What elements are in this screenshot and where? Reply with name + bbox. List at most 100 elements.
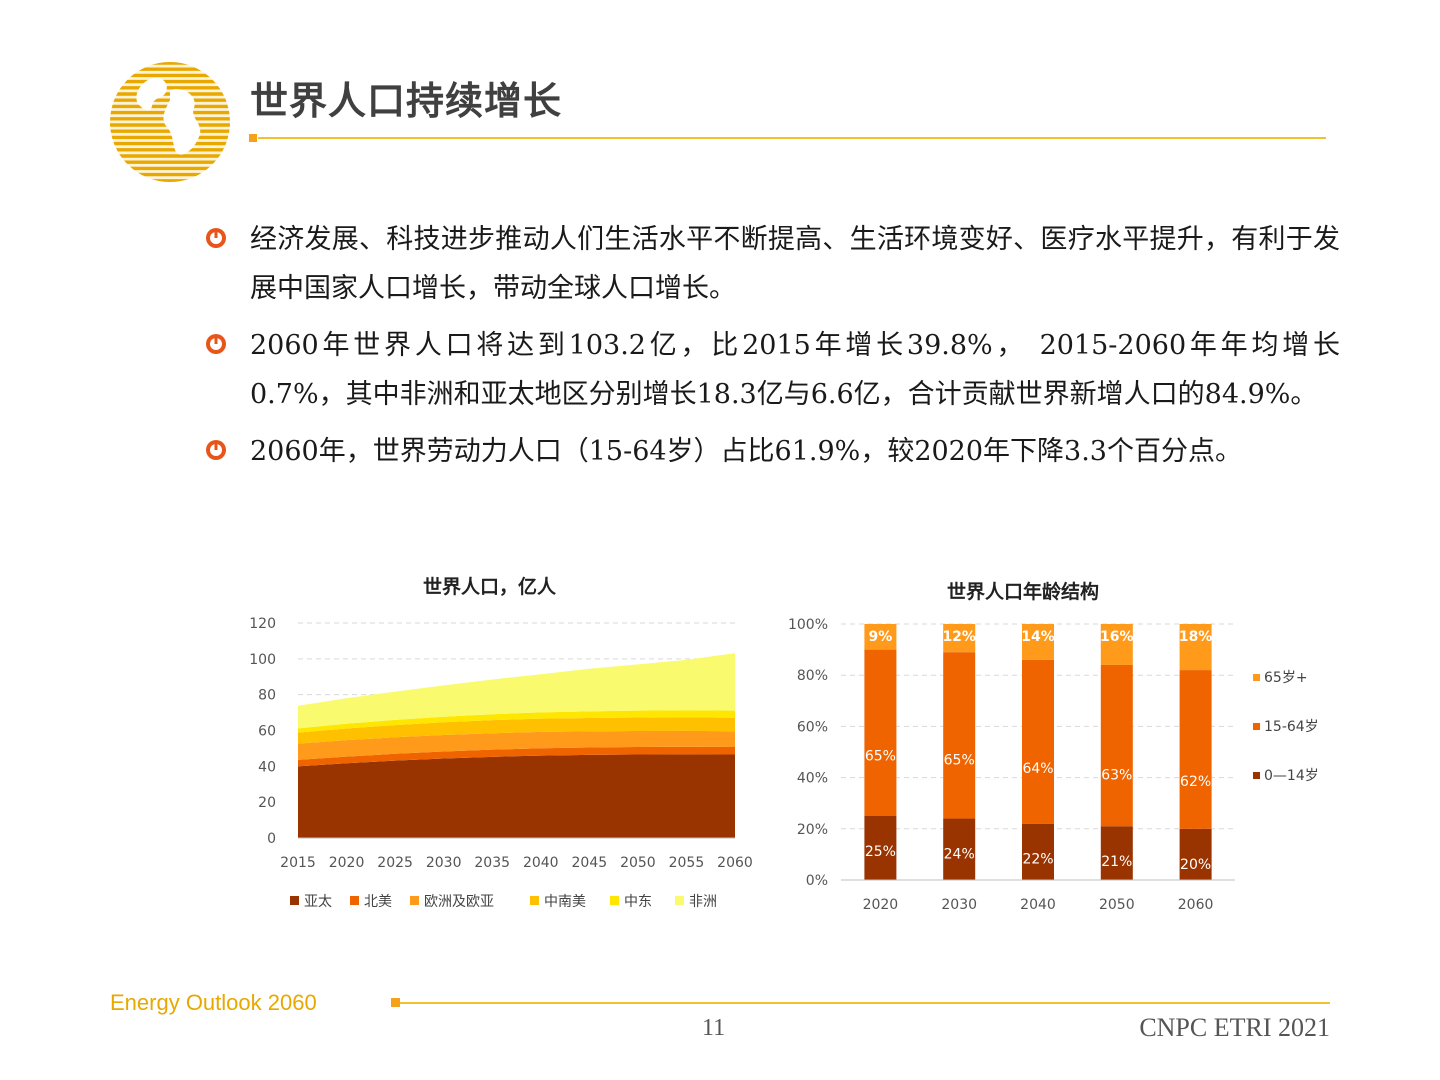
legend-label: 65岁+ [1264,670,1308,686]
bullet-text: 经济发展、科技进步推动人们生活水平不断提高、生活环境变好、医疗水平提升，有利于发… [250,224,1340,304]
bar-segment [943,818,976,880]
age-structure-chart-title: 世界人口年龄结构 [947,581,1100,603]
data-label: 20% [1180,857,1211,873]
area-series [298,653,735,729]
footer-accent-dot [391,998,400,1007]
bar-segment [1179,828,1212,880]
page-title: 世界人口持续增长 [250,79,563,123]
legend-label: 亚太 [304,894,332,910]
title-divider [258,137,1326,139]
bar-segment [1022,823,1054,880]
y-tick-label: 0% [806,873,828,889]
data-label: 14% [1021,629,1055,645]
y-tick-label: 100% [788,617,828,633]
power-bullet-icon [206,334,226,354]
data-label: 65% [865,749,896,765]
bullet-list: 经济发展、科技进步推动人们生活水平不断提高、生活环境变好、医疗水平提升，有利于发… [205,215,1340,484]
x-tick-label: 2060 [1178,897,1214,913]
y-tick-label: 40 [258,759,276,775]
organization-name: CNPC ETRI 2021 [1139,1013,1330,1042]
x-tick-label: 2060 [717,855,753,871]
power-bullet-icon [206,228,226,248]
legend-label: 北美 [364,894,392,910]
legend-label: 中南美 [544,894,586,910]
bar-segment [943,652,976,819]
area-series [298,754,735,838]
data-label: 65% [944,752,975,768]
legend-label: 中东 [624,894,652,910]
legend-swatch [675,896,684,905]
legend-label: 欧洲及欧亚 [424,894,494,910]
data-label: 24% [944,847,975,863]
power-bullet-icon [206,440,226,460]
x-tick-label: 2040 [523,855,559,871]
x-tick-label: 2045 [572,855,608,871]
y-tick-label: 60% [797,719,828,735]
x-tick-label: 2020 [863,897,899,913]
page-number: 11 [702,1015,726,1041]
x-tick-label: 2055 [669,855,705,871]
footer-report-name: Energy Outlook 2060 [110,990,317,1015]
bullet-item: 经济发展、科技进步推动人们生活水平不断提高、生活环境变好、医疗水平提升，有利于发… [205,215,1340,313]
legend-swatch [1253,674,1260,681]
y-tick-label: 40% [797,771,828,787]
data-label: 21% [1101,854,1132,870]
data-label: 9% [869,629,893,645]
legend-swatch [290,896,299,905]
legend-swatch [350,896,359,905]
data-label: 25% [865,844,896,860]
legend-swatch [610,896,619,905]
legend-label: 非洲 [689,894,717,910]
data-label: 16% [1100,629,1134,645]
y-tick-label: 0 [267,831,276,847]
x-tick-label: 2030 [941,897,977,913]
data-label: 64% [1022,761,1053,777]
area-series [298,717,735,744]
y-tick-label: 20 [258,795,276,811]
bar-segment [1179,670,1212,829]
y-tick-label: 120 [249,616,276,632]
y-tick-label: 80 [258,688,276,704]
y-tick-label: 20% [797,822,828,838]
title-accent-dot [249,134,257,142]
footer-divider [400,1002,1330,1004]
bar-segment [1179,624,1212,671]
bullet-item: 2060年世界人口将达到103.2亿，比2015年增长39.8%， 2015-2… [205,321,1340,419]
bar-segment [864,649,897,816]
data-label: 22% [1022,852,1053,868]
x-tick-label: 2040 [1020,897,1056,913]
legend-swatch [530,896,539,905]
x-tick-label: 2050 [1099,897,1135,913]
bar-segment [864,816,897,880]
globe-logo-icon [110,62,230,182]
bullet-text: 2060年世界人口将达到103.2亿，比2015年增长39.8%， 2015-2… [250,330,1340,410]
bar-segment [1100,664,1133,827]
bar-segment [1100,826,1133,880]
legend-swatch [1253,723,1260,730]
data-label: 18% [1179,629,1213,645]
legend-label: 0—14岁 [1264,768,1319,784]
area-series [298,730,735,760]
y-tick-label: 80% [797,668,828,684]
x-tick-label: 2015 [280,855,316,871]
population-chart-title: 世界人口，亿人 [423,576,557,598]
age-structure-bar-chart: 0% 20% 40% 60% 80% 100% 25% 65% 9% 2020 24% 65% 12% 2… [788,617,1319,913]
legend-swatch [410,896,419,905]
bar-segment [1022,659,1054,824]
data-label: 63% [1101,768,1132,784]
bullet-item: 2060年，世界劳动力人口（15-64岁）占比61.9%，较2020年下降3.3… [205,427,1340,476]
bar-segment [1100,624,1133,665]
x-tick-label: 2035 [474,855,510,871]
x-tick-label: 2025 [377,855,413,871]
x-tick-label: 2030 [426,855,462,871]
data-label: 62% [1180,774,1211,790]
legend-swatch [1253,772,1260,779]
bar-segment [864,624,897,650]
area-series [298,710,735,733]
bar-segment [1022,624,1054,660]
bar-segment [943,624,976,653]
y-tick-label: 60 [258,724,276,740]
bullet-text: 2060年，世界劳动力人口（15-64岁）占比61.9%，较2020年下降3.3… [250,436,1242,467]
data-label: 12% [942,629,976,645]
